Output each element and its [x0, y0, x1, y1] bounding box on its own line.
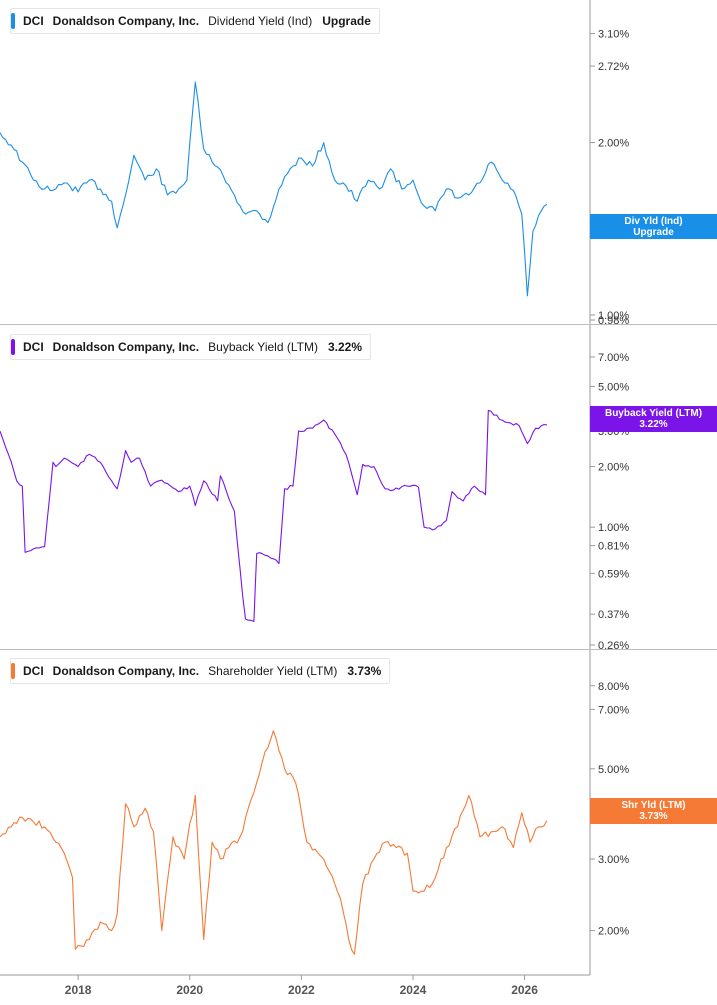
series-title-pill-shareholder[interactable]: DCI Donaldson Company, Inc. Shareholder … — [10, 658, 391, 684]
y-tick-label: 0.59% — [598, 568, 629, 580]
y-tick-label: 0.98% — [598, 315, 629, 327]
value-tag-buyback: Buyback Yield (LTM) 3.22% — [590, 406, 717, 432]
current-value: 3.22% — [327, 340, 362, 354]
series-color-marker — [11, 339, 15, 355]
x-tick-label: 2022 — [288, 983, 315, 997]
tag-label: Buyback Yield (LTM) — [604, 408, 703, 419]
tag-value: 3.22% — [639, 419, 668, 430]
y-tick-label: 2.00% — [598, 926, 629, 938]
series-title-pill-dividend[interactable]: DCI Donaldson Company, Inc. Dividend Yie… — [10, 8, 380, 34]
series-title-pill-buyback[interactable]: DCI Donaldson Company, Inc. Buyback Yiel… — [10, 334, 371, 360]
y-tick-label: 7.00% — [598, 704, 629, 716]
y-tick-label: 2.00% — [598, 462, 629, 474]
current-value: 3.73% — [347, 664, 382, 678]
series-color-marker — [11, 13, 15, 29]
series-line — [0, 409, 547, 623]
x-tick-label: 2018 — [65, 983, 92, 997]
y-tick-label: 2.00% — [598, 138, 629, 150]
company-name: Donaldson Company, Inc. — [52, 340, 200, 354]
y-tick-label: 3.10% — [598, 29, 629, 41]
panel-2: 7.00%5.00%3.00%2.00%1.00%0.81%0.59%0.37%… — [0, 352, 629, 652]
value-tag-dividend[interactable]: Div Yld (Ind) Upgrade — [590, 214, 717, 239]
value-tag-shareholder: Shr Yld (LTM) 3.73% — [590, 798, 717, 824]
ticker-label: DCI — [23, 340, 44, 354]
x-tick-label: 2024 — [400, 983, 427, 997]
series-color-marker — [11, 663, 15, 679]
x-tick-label: 2020 — [176, 983, 203, 997]
tag-value: Upgrade — [633, 226, 674, 238]
ticker-label: DCI — [23, 14, 44, 28]
y-tick-label: 1.00% — [598, 310, 629, 322]
y-tick-label: 2.72% — [598, 61, 629, 73]
y-tick-label: 7.00% — [598, 352, 629, 364]
metric-name: Dividend Yield (Ind) — [208, 14, 313, 28]
series-line — [0, 730, 548, 955]
upgrade-link[interactable]: Upgrade — [322, 14, 371, 28]
ticker-label: DCI — [23, 664, 44, 678]
y-tick-label: 5.00% — [598, 381, 629, 393]
y-tick-label: 3.00% — [598, 854, 629, 866]
metric-name: Shareholder Yield (LTM) — [208, 664, 338, 678]
series-line — [0, 81, 548, 297]
company-name: Donaldson Company, Inc. — [52, 664, 200, 678]
tag-label: Shr Yld (LTM) — [621, 800, 686, 811]
panel-1: 3.10% 2.72% 2.00% 1.00%0.98% — [0, 29, 629, 327]
metric-name: Buyback Yield (LTM) — [208, 340, 318, 354]
tag-value: 3.73% — [639, 811, 668, 822]
y-tick-label: 0.26% — [598, 640, 629, 652]
y-tick-label: 5.00% — [598, 764, 629, 776]
y-tick-label: 0.81% — [598, 541, 629, 553]
panel-3: 8.00% 7.00% 5.00% 3.00% 2.00% — [0, 681, 629, 955]
y-tick-label: 1.00% — [598, 522, 629, 534]
tag-label: Div Yld (Ind) — [624, 215, 683, 227]
x-tick-label: 2026 — [511, 983, 538, 997]
company-name: Donaldson Company, Inc. — [52, 14, 200, 28]
y-tick-label: 0.37% — [598, 609, 629, 621]
y-tick-label: 8.00% — [598, 681, 629, 693]
x-axis: 2018 2020 2022 2024 2026 — [65, 975, 538, 997]
